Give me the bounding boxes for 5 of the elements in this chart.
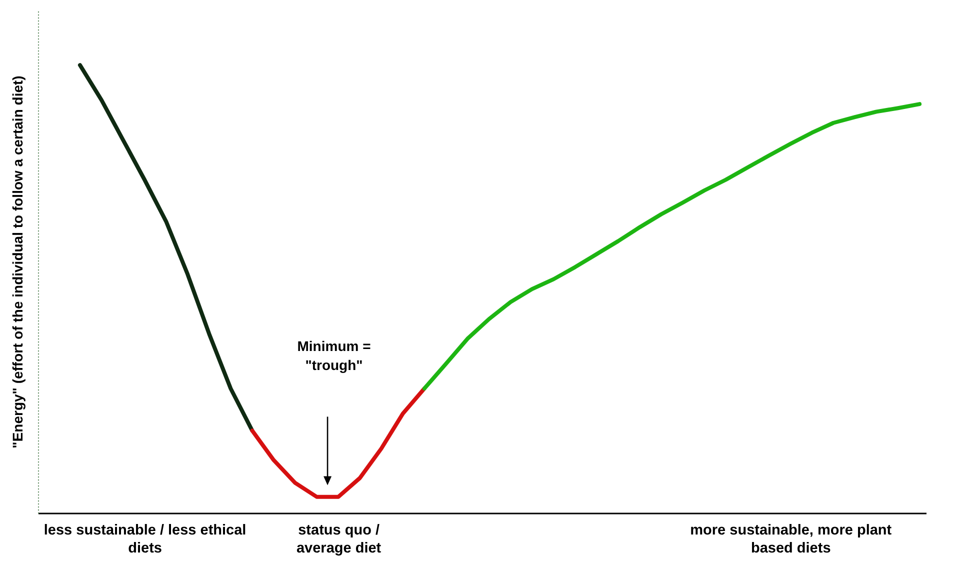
x-tick-label: status quo / average diet (296, 522, 382, 556)
y-axis-title: "Energy" (effort of the individual to follow a certain diet) (10, 76, 26, 448)
x-tick-label: less sustainable / less ethical diets (44, 522, 246, 556)
annotation: Minimum = "trough" (297, 338, 371, 374)
x-tick-label: more sustainable, more plant based diets (690, 522, 892, 556)
